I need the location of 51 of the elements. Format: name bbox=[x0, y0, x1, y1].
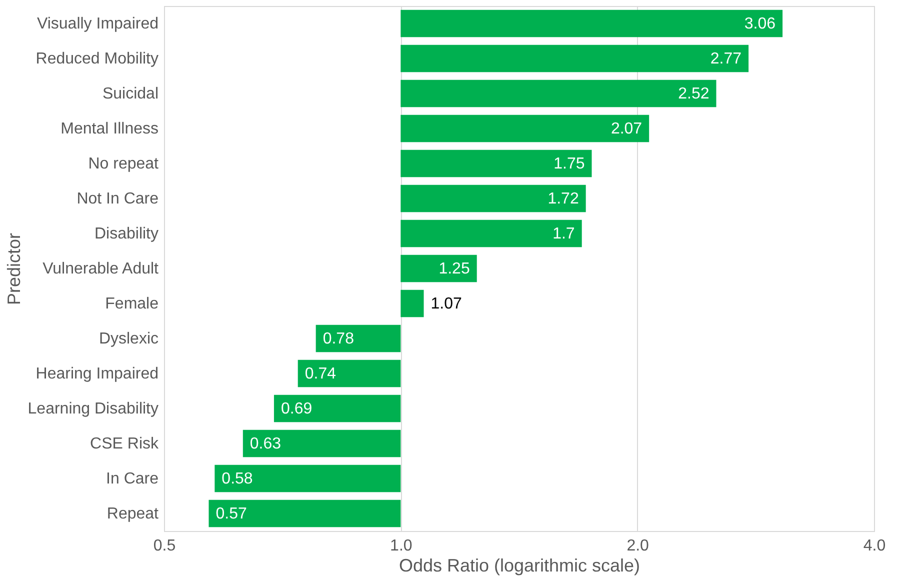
bar bbox=[400, 10, 783, 38]
y-tick-label: Disability bbox=[94, 226, 158, 242]
y-tick-label: Female bbox=[105, 296, 159, 312]
bar bbox=[400, 290, 424, 318]
y-tick-label: In Care bbox=[106, 470, 159, 488]
y-tick-label: CSE Risk bbox=[90, 436, 160, 452]
x-tick-label: 4.0 bbox=[863, 538, 886, 554]
y-tick-label: Visually Impaired bbox=[36, 16, 158, 32]
y-tick-label: Mental Illness bbox=[60, 120, 158, 138]
bar bbox=[208, 500, 401, 528]
y-tick-label: Not In Care bbox=[76, 190, 159, 208]
data-label: 1.7 bbox=[552, 226, 575, 242]
data-label: 0.63 bbox=[250, 436, 282, 452]
data-label: 1.07 bbox=[430, 296, 462, 312]
bar bbox=[400, 114, 650, 142]
x-tick-label: 2.0 bbox=[626, 538, 650, 554]
bar bbox=[214, 464, 401, 492]
bar bbox=[400, 254, 477, 282]
y-tick-label: Suicidal bbox=[102, 86, 158, 102]
data-label: 1.75 bbox=[554, 156, 585, 172]
data-label: 2.77 bbox=[710, 50, 742, 68]
data-label: 2.52 bbox=[678, 86, 710, 102]
data-label: 0.78 bbox=[322, 330, 354, 348]
x-tick-label: 1.0 bbox=[390, 538, 412, 554]
data-label: 1.25 bbox=[438, 260, 470, 278]
y-tick-label: Repeat bbox=[106, 506, 160, 522]
y-tick-label: Vulnerable Adult bbox=[42, 260, 160, 278]
data-label: 2.07 bbox=[610, 120, 642, 138]
data-label: 1.72 bbox=[548, 190, 579, 208]
x-axis-title: Odds Ratio (logarithmic scale) bbox=[398, 556, 640, 576]
bar bbox=[400, 220, 582, 248]
bar bbox=[400, 44, 749, 72]
bar bbox=[242, 430, 401, 458]
data-label: 0.69 bbox=[280, 400, 312, 418]
y-tick-label: Dyslexic bbox=[98, 330, 158, 348]
bar bbox=[316, 324, 401, 352]
y-tick-label: Reduced Mobility bbox=[36, 50, 158, 68]
bar bbox=[274, 394, 401, 422]
bar bbox=[400, 150, 592, 178]
data-label: 0.74 bbox=[304, 366, 336, 382]
bar bbox=[400, 184, 586, 212]
data-label: 0.57 bbox=[216, 506, 247, 522]
y-tick-label: No repeat bbox=[88, 156, 160, 172]
bar bbox=[400, 80, 716, 108]
data-label: 3.06 bbox=[744, 16, 776, 32]
y-axis-title: Predictor bbox=[4, 232, 24, 306]
y-tick-label: Learning Disability bbox=[28, 400, 158, 418]
data-label: 0.58 bbox=[222, 470, 253, 488]
x-tick-label: 0.5 bbox=[153, 538, 176, 554]
bar bbox=[298, 360, 401, 388]
y-tick-label: Hearing Impaired bbox=[36, 366, 158, 382]
